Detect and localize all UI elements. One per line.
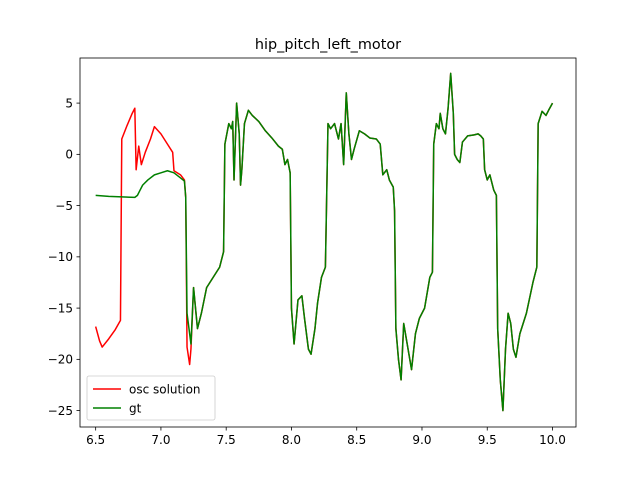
legend: osc solution gt xyxy=(86,375,216,421)
x-tick-label: 8.0 xyxy=(282,433,301,447)
y-tick-label: −15 xyxy=(48,301,73,315)
axes-frame xyxy=(79,57,577,428)
x-tick-label: 8.5 xyxy=(347,433,366,447)
y-tick-label: 5 xyxy=(65,96,73,110)
y-axis: −25 −20 −15 −10 −5 0 5 xyxy=(48,96,80,418)
x-tick-label: 6.5 xyxy=(86,433,105,447)
series-line-1 xyxy=(95,72,554,412)
x-tick-label: 7.5 xyxy=(217,433,236,447)
x-tick-label: 9.5 xyxy=(478,433,497,447)
legend-label-0: osc solution xyxy=(129,382,201,396)
y-tick-label: −10 xyxy=(48,250,73,264)
x-tick-label: 10.0 xyxy=(539,433,566,447)
y-tick-label: 0 xyxy=(65,148,73,162)
x-tick-label: 9.0 xyxy=(412,433,431,447)
legend-label-1: gt xyxy=(129,401,142,415)
y-tick-label: −25 xyxy=(48,404,73,418)
x-axis: 6.5 7.0 7.5 8.0 8.5 9.0 9.5 10.0 xyxy=(86,427,566,447)
y-tick-label: −20 xyxy=(48,353,73,367)
chart-title: hip_pitch_left_motor xyxy=(255,37,401,53)
x-tick-label: 7.0 xyxy=(151,433,170,447)
legend-box xyxy=(86,375,216,421)
y-tick-label: −5 xyxy=(55,199,73,213)
series-lines xyxy=(94,72,554,412)
